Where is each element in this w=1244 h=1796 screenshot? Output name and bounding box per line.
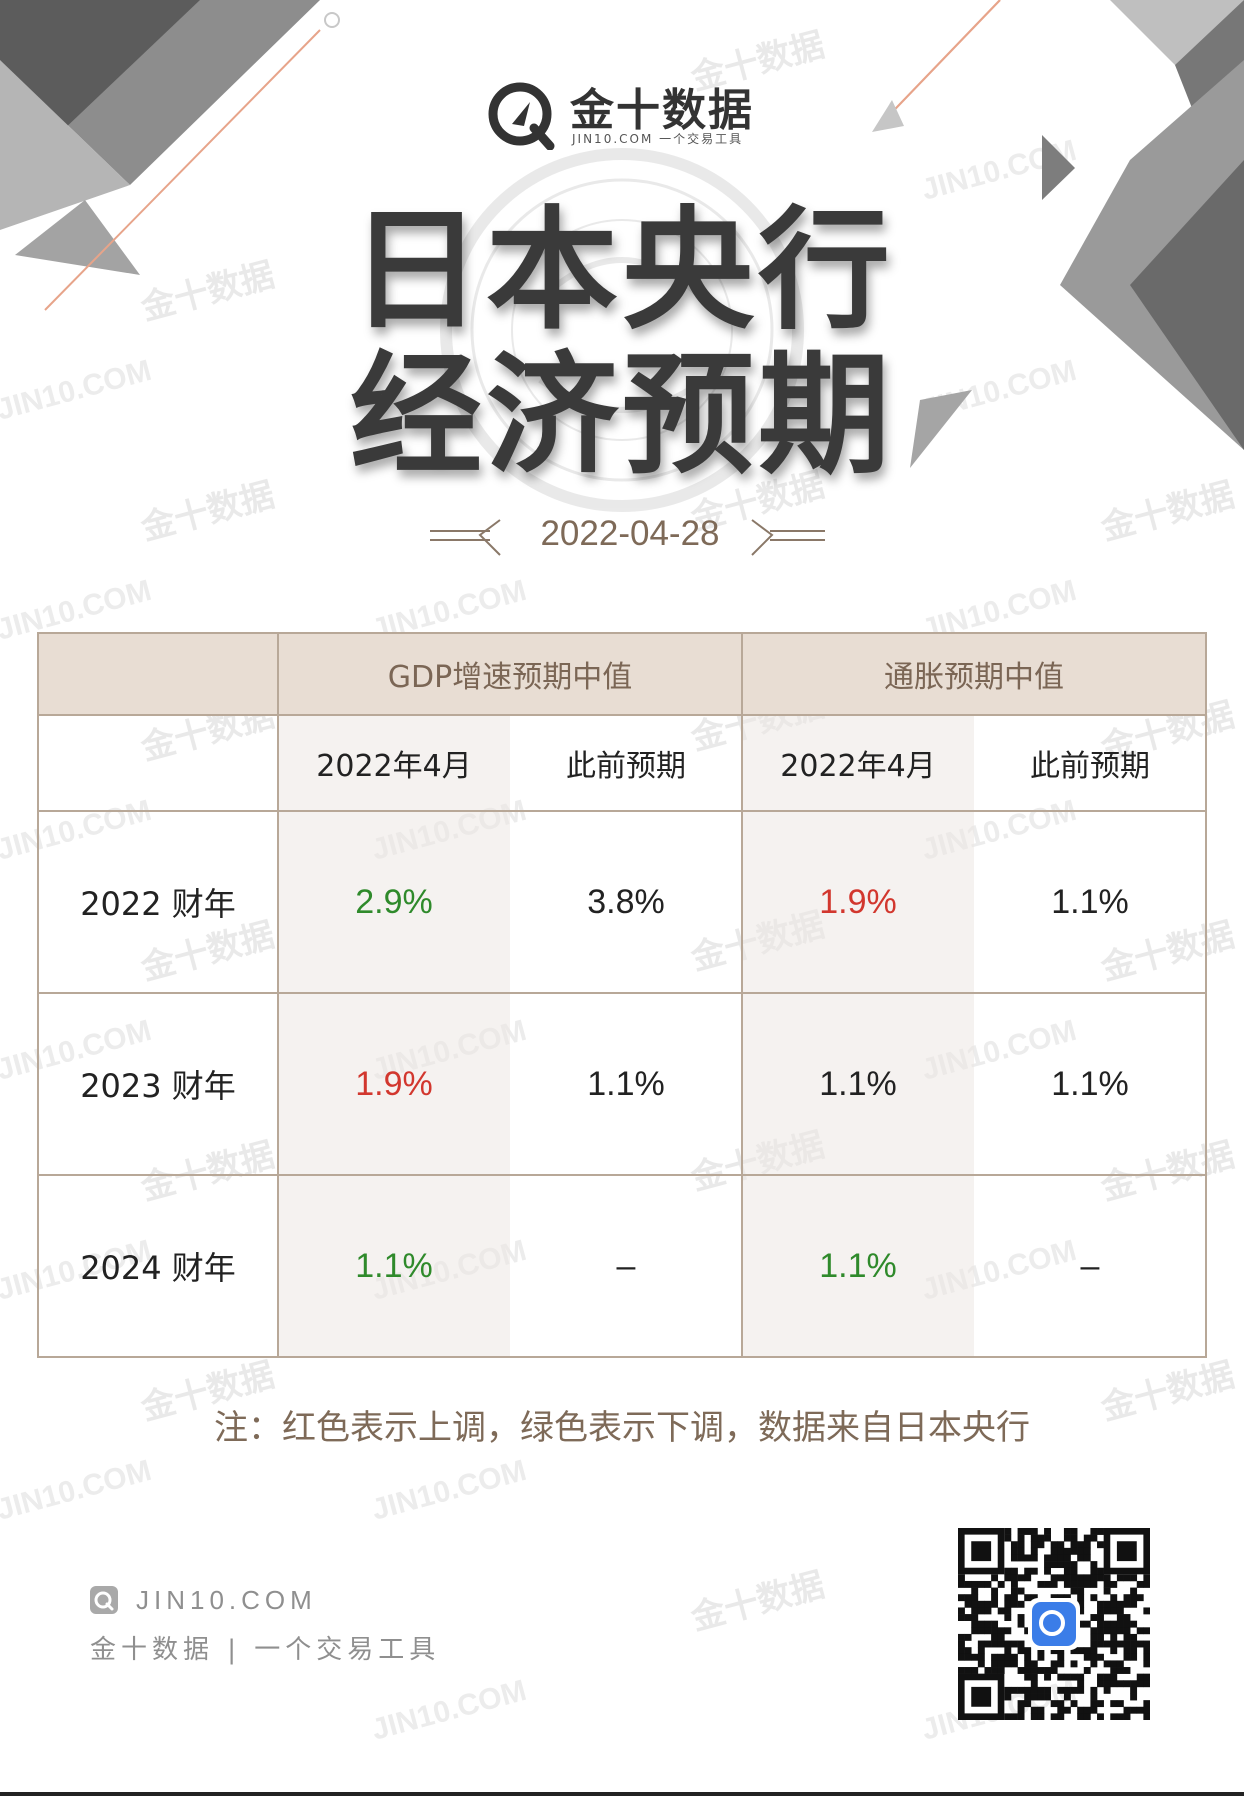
cell-value: 1.9% [355,1064,433,1103]
footer-site: JIN10.COM [136,1585,317,1615]
page-title-line1: 日本央行 [350,194,894,348]
cell-value: – [1080,1246,1100,1285]
cell-value: 1.1% [355,1246,433,1285]
value-cell: – [510,1174,744,1358]
value-cell: 3.8% [510,810,744,994]
footer-tagline: 金十数据 | 一个交易工具 [90,1635,441,1665]
table-row: 2022 财年 2.9% 3.8% 1.9% 1.1% [37,810,1208,994]
table-corner-cell [37,714,279,812]
cell-value: 1.9% [819,882,897,921]
table-corner-cell [37,632,279,716]
value-cell: 1.9% [277,992,510,1176]
value-cell: 2.9% [277,810,510,994]
value-cell: – [974,1174,1208,1358]
page-title-line2: 经济预期 [350,339,894,493]
table-sub-header-row: 2022年4月 此前预期 2022年4月 此前预期 [37,714,1208,812]
cell-value: 3.8% [587,882,665,921]
table-row: 2024 财年 1.1% – 1.1% – [37,1174,1208,1358]
value-cell: 1.1% [741,1174,975,1358]
gdp-group-header: GDP增速预期中值 [276,632,744,716]
jin10-logo-icon [488,82,555,150]
column-header: 此前预期 [974,714,1208,812]
qr-code-icon[interactable] [958,1528,1150,1720]
value-cell: 1.1% [741,992,975,1176]
row-label: 2022 财年 [37,810,279,994]
brand-header: 金十数据 JIN10.COM 一个交易工具 [486,74,766,150]
cell-value: 1.1% [819,1064,897,1103]
date-block: 2022-04-28 [420,510,840,560]
footnote: 注：红色表示上调，绿色表示下调，数据来自日本央行 [214,1408,1030,1448]
watermark-text: JIN10.COM [0,1454,155,1527]
brand-name: 金十数据 [570,85,754,136]
column-header: 2022年4月 [277,714,510,812]
row-label: 2023 财年 [37,992,279,1176]
forecast-table: GDP增速预期中值 通胀预期中值 2022年4月 此前预期 2022年4月 此前… [37,632,1208,1358]
watermark-text: 金十数据 [1096,475,1238,548]
cell-value: 2.9% [355,882,433,921]
watermark-text: 金十数据 [686,1565,828,1638]
watermark-text: JIN10.COM [368,1454,530,1527]
value-cell: 1.1% [974,992,1208,1176]
table-row: 2023 财年 1.9% 1.1% 1.1% 1.1% [37,992,1208,1176]
coin-emblem [440,148,804,512]
publish-date: 2022-04-28 [540,514,720,553]
jin10-logo-icon [90,1586,118,1614]
cell-value: – [616,1246,636,1285]
brand-subtitle: JIN10.COM 一个交易工具 [572,132,744,146]
cell-value: 1.1% [587,1064,665,1103]
table-group-header-row: GDP增速预期中值 通胀预期中值 [37,632,1208,716]
watermark-text: 金十数据 [136,475,278,548]
row-label: 2024 财年 [37,1174,279,1358]
value-cell: 1.9% [741,810,975,994]
column-header: 2022年4月 [741,714,975,812]
bottom-divider [0,1792,1244,1796]
value-cell: 1.1% [974,810,1208,994]
cell-value: 1.1% [1051,882,1129,921]
value-cell: 1.1% [277,1174,510,1358]
watermark-text: JIN10.COM [368,1674,530,1747]
cell-value: 1.1% [1051,1064,1129,1103]
inflation-group-header: 通胀预期中值 [741,632,1208,716]
column-header: 此前预期 [510,714,744,812]
cell-value: 1.1% [819,1246,897,1285]
value-cell: 1.1% [510,992,744,1176]
